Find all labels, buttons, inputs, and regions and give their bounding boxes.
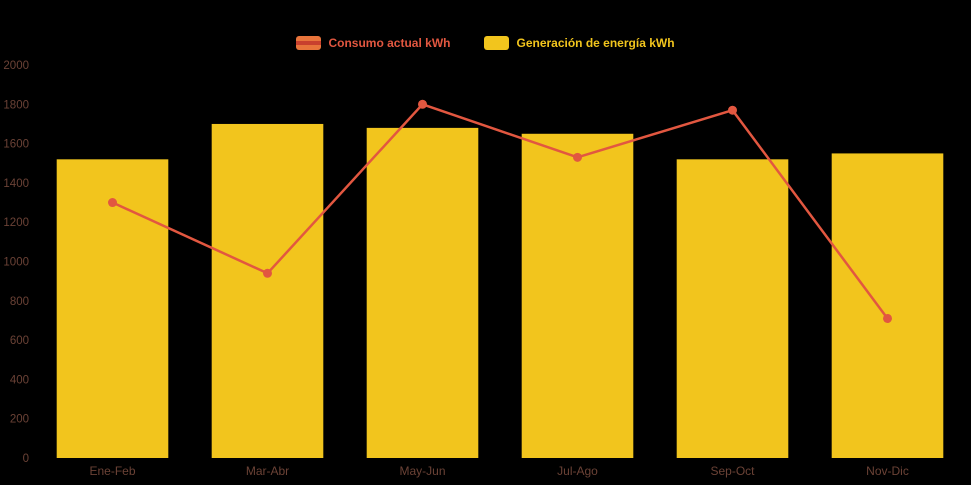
x-axis-category-label: May-Jun	[399, 464, 445, 478]
y-axis-tick-label: 800	[10, 296, 29, 308]
x-axis-category-label: Nov-Dic	[866, 464, 909, 478]
consumption-marker-Ene-Feb	[108, 198, 117, 208]
consumption-marker-May-Jun	[418, 99, 427, 109]
chart-legend: Consumo actual kWh Generación de energía…	[0, 36, 971, 50]
consumption-marker-Mar-Abr	[263, 268, 272, 278]
legend-item-consumo-actual[interactable]: Consumo actual kWh	[296, 36, 450, 50]
y-axis-tick-label: 2000	[3, 60, 29, 72]
y-axis-tick-label: 0	[23, 453, 29, 465]
legend-label-consumo: Consumo actual kWh	[328, 36, 451, 50]
legend-label-generacion: Generación de energía kWh	[516, 36, 675, 50]
x-axis-category-label: Mar-Abr	[246, 464, 289, 478]
legend-item-generacion-energia[interactable]: Generación de energía kWh	[484, 36, 675, 50]
generation-bar-Nov-Dic	[831, 153, 944, 459]
x-axis-category-label: Ene-Feb	[89, 464, 135, 478]
generation-bar-Mar-Abr	[211, 123, 324, 458]
y-axis-tick-label: 1000	[3, 257, 29, 269]
generation-bar-May-Jun	[366, 127, 479, 458]
consumption-marker-Nov-Dic	[883, 313, 892, 323]
line-series-swatch-icon	[296, 36, 322, 50]
bar-series-swatch-icon	[484, 36, 510, 50]
consumption-marker-Sep-Oct	[728, 105, 737, 115]
y-axis-tick-label: 600	[10, 335, 29, 347]
consumption-marker-Jul-Ago	[573, 152, 582, 162]
y-axis-tick-label: 1600	[3, 139, 29, 151]
y-axis-tick-label: 1200	[3, 217, 29, 229]
generation-bar-Jul-Ago	[521, 133, 634, 458]
y-axis-tick-label: 400	[10, 374, 29, 386]
y-axis-tick-label: 1400	[3, 178, 29, 190]
x-axis-category-label: Jul-Ago	[557, 464, 598, 478]
generation-bar-Ene-Feb	[56, 159, 169, 458]
x-axis-category-label: Sep-Oct	[710, 464, 755, 478]
y-axis-tick-label: 200	[10, 414, 29, 426]
consumption-line	[111, 103, 889, 320]
generation-bar-Sep-Oct	[676, 159, 789, 458]
y-axis-tick-label: 1800	[3, 99, 29, 111]
